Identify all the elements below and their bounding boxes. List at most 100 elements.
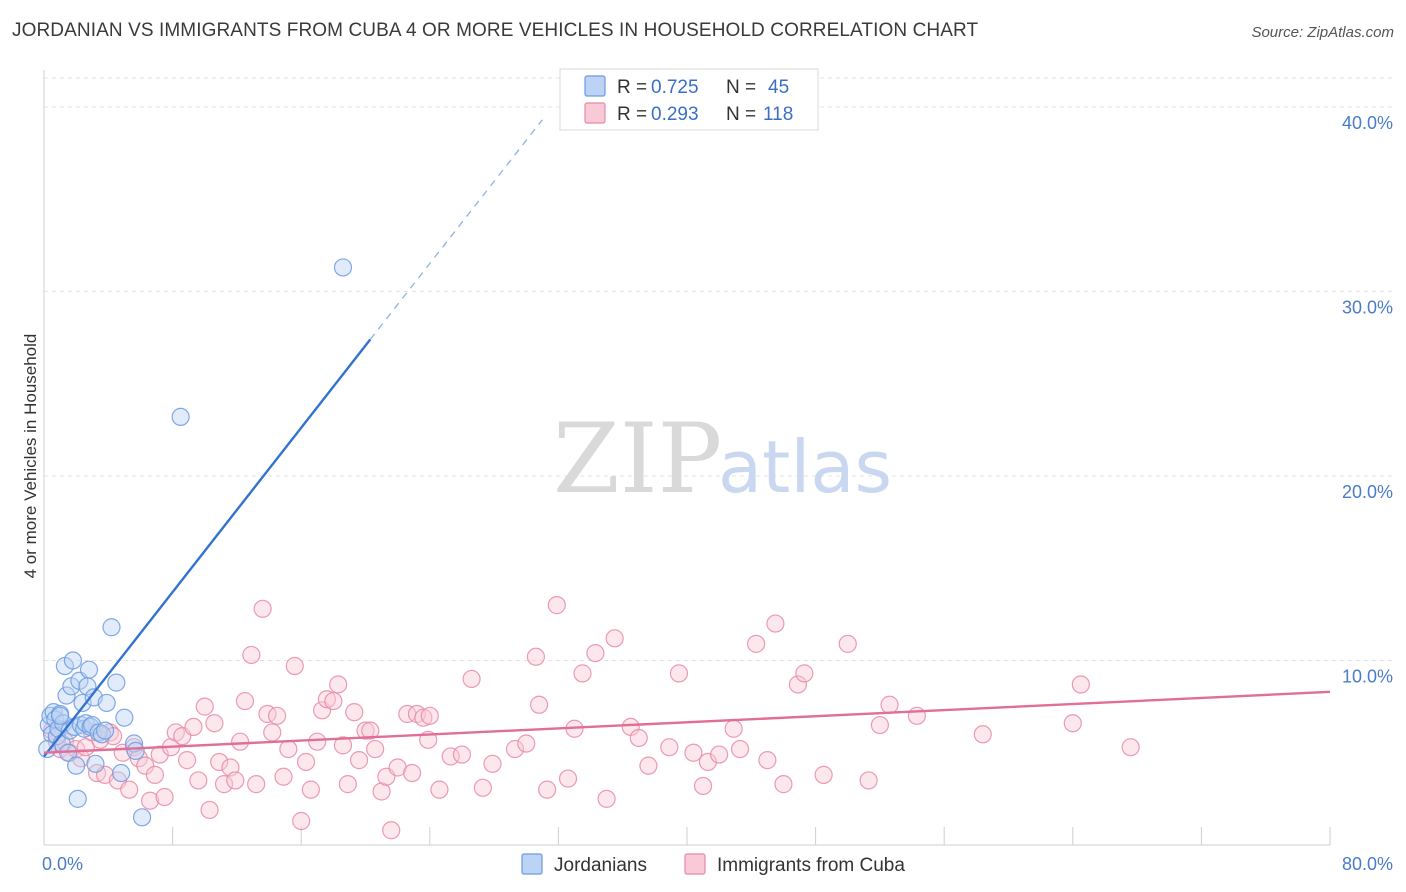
data-point-jordanians-35	[107, 673, 126, 692]
y-tick-labels: 10.0% 20.0% 30.0% 40.0%	[1342, 113, 1393, 687]
data-point-cuba-36	[226, 771, 245, 790]
y-tick-label-2: 30.0%	[1342, 297, 1393, 317]
data-point-cuba-61	[361, 721, 380, 740]
stats-r-label: R =	[617, 77, 647, 98]
data-point-cuba-53	[317, 690, 337, 709]
data-point-cuba-86	[586, 643, 605, 663]
data-point-cuba-30	[195, 697, 214, 716]
data-point-cuba-108	[870, 715, 890, 735]
data-point-jordanians-34	[102, 618, 121, 637]
series-cuba	[42, 596, 1140, 840]
stats-n-value: 118	[763, 104, 793, 125]
data-point-cuba-93	[669, 664, 689, 683]
y-tick-label-3: 40.0%	[1342, 113, 1393, 133]
data-point-cuba-79	[517, 734, 536, 753]
legend-swatch-cuba	[684, 853, 706, 875]
stats-r-value: 0.725	[651, 77, 699, 98]
data-point-cuba-115	[774, 775, 793, 794]
data-point-cuba-45	[274, 767, 293, 786]
stats-n-label: N =	[726, 104, 756, 125]
data-point-cuba-74	[452, 745, 472, 764]
data-point-cuba-87	[597, 789, 616, 808]
legend-swatch-jordanians	[521, 853, 543, 875]
data-point-cuba-28	[184, 717, 203, 737]
series-jordanians	[38, 258, 353, 827]
data-point-jordanians-42	[333, 258, 353, 277]
data-point-cuba-50	[301, 780, 320, 799]
data-point-cuba-91	[639, 756, 658, 775]
data-point-cuba-101	[758, 751, 777, 770]
data-point-cuba-31	[200, 800, 219, 820]
data-point-cuba-102	[766, 614, 785, 633]
trend-line-jordanians-extension	[369, 119, 543, 340]
data-point-jordanians-17	[67, 756, 86, 775]
data-point-cuba-29	[189, 771, 208, 790]
data-point-cuba-68	[403, 763, 422, 783]
data-point-cuba-41	[253, 599, 272, 618]
data-point-cuba-58	[345, 703, 364, 722]
gridlines	[44, 77, 1392, 661]
data-point-cuba-72	[430, 780, 449, 799]
data-point-cuba-48	[292, 811, 311, 831]
data-point-cuba-60	[356, 721, 375, 740]
stats-r-label: R =	[617, 104, 647, 125]
watermark-atlas: atlas	[718, 425, 892, 509]
data-point-jordanians-15	[63, 651, 83, 670]
data-point-jordanians-37	[115, 708, 134, 727]
data-point-cuba-81	[530, 695, 549, 714]
bottom-legend: Jordanians Immigrants from Cuba	[521, 853, 905, 876]
data-point-cuba-37	[231, 732, 250, 751]
data-point-cuba-44	[267, 706, 287, 725]
data-point-cuba-59	[349, 751, 369, 770]
data-point-cuba-75	[462, 669, 481, 689]
data-point-cuba-73	[441, 747, 460, 766]
data-point-jordanians-11	[57, 686, 76, 705]
source-credit: Source: ZipAtlas.com	[1251, 24, 1394, 41]
trend-line-cuba	[43, 690, 1331, 754]
data-point-cuba-76	[473, 778, 492, 797]
stats-swatch-cuba	[584, 102, 606, 124]
data-point-cuba-98	[724, 719, 743, 738]
data-point-cuba-106	[838, 634, 857, 653]
data-point-cuba-103	[788, 675, 808, 694]
data-point-cuba-104	[795, 664, 814, 683]
data-point-cuba-40	[247, 775, 266, 794]
data-point-cuba-96	[698, 752, 717, 772]
data-point-cuba-95	[693, 776, 713, 796]
data-point-cuba-99	[730, 739, 750, 759]
data-point-cuba-21	[145, 765, 165, 784]
stats-n-label: N =	[726, 77, 756, 98]
stats-legend: R = 0.725 N = 45 R = 0.293 N = 118	[559, 68, 819, 131]
data-point-cuba-39	[242, 645, 261, 665]
data-point-jordanians-18	[68, 789, 87, 808]
data-point-cuba-97	[710, 745, 729, 764]
data-point-jordanians-44	[50, 706, 70, 725]
scatter-points	[38, 258, 1140, 840]
data-point-cuba-80	[526, 647, 545, 666]
data-point-cuba-114	[1121, 738, 1140, 757]
data-point-cuba-77	[483, 754, 502, 773]
data-point-cuba-16	[120, 780, 139, 799]
trend-line-jordanians	[43, 338, 372, 758]
legend-label-cuba: Immigrants from Cuba	[717, 855, 905, 876]
data-point-jordanians-36	[112, 763, 131, 783]
axes	[43, 70, 1331, 846]
data-point-jordanians-40	[132, 808, 152, 827]
data-point-cuba-46	[279, 739, 298, 759]
x-tick-labels: 0.0% 80.0%	[42, 854, 1393, 874]
data-point-cuba-19	[136, 756, 155, 775]
data-point-cuba-32	[205, 714, 224, 733]
data-point-jordanians-32	[95, 721, 115, 740]
data-point-cuba-34	[214, 775, 234, 794]
data-point-cuba-55	[329, 675, 348, 694]
data-point-jordanians-41	[171, 407, 190, 427]
data-point-cuba-105	[814, 765, 833, 784]
data-point-jordanians-33	[97, 693, 116, 713]
data-point-jordanians-39	[126, 741, 145, 760]
data-point-cuba-54	[324, 691, 343, 711]
data-point-cuba-23	[155, 787, 174, 807]
data-point-cuba-51	[308, 732, 327, 751]
data-point-cuba-94	[684, 743, 703, 762]
y-tick-label-1: 20.0%	[1342, 482, 1393, 502]
data-point-cuba-83	[547, 596, 566, 615]
